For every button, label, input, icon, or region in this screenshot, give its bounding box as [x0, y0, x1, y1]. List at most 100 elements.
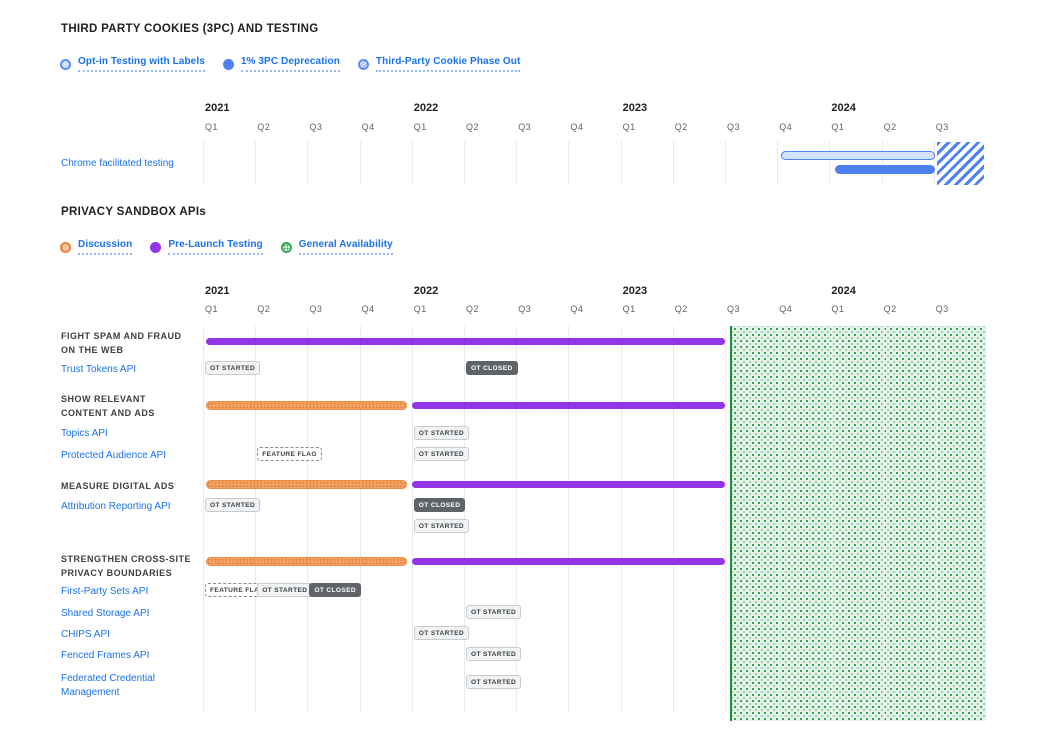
api-link-shared-storage-api[interactable]: Shared Storage API — [61, 608, 150, 619]
gridline — [672, 326, 674, 713]
group-title-line: SHOW RELEVANT — [61, 394, 146, 404]
bar-discussion — [205, 480, 408, 489]
quarter-label: Q3 — [935, 122, 949, 132]
group-title-fight-spam-and-fraud-on-the-web: FIGHT SPAM AND FRAUD ON THE WEB — [61, 330, 182, 357]
api-link-chips-api[interactable]: CHIPS API — [61, 629, 110, 640]
badge-ot-started: OT STARTED — [466, 647, 522, 661]
apis-legend-item-pre-launch-testing[interactable]: Pre-Launch Testing — [150, 239, 263, 255]
gridline — [464, 141, 465, 185]
group-title-strengthen-cross-site-privacy-boundaries: STRENGTHEN CROSS-SITE PRIVACY BOUNDARIES — [61, 553, 191, 580]
apis-legend-item-general-availability[interactable]: General Availability — [280, 239, 393, 255]
badge-ot-closed: OT CLOSED — [309, 583, 362, 597]
badge-ot-started: OT STARTED — [413, 519, 469, 533]
ga-legend-icon — [280, 241, 292, 253]
group-title-line: PRIVACY BOUNDARIES — [61, 567, 173, 578]
gridline — [359, 141, 361, 185]
api-link-federated-credential-management[interactable]: Federated Credential Management — [61, 673, 155, 698]
gridline — [516, 141, 518, 185]
gridline — [620, 141, 622, 185]
legend-label: Discussion — [78, 239, 133, 255]
year-label-2023: 2023 — [622, 102, 648, 114]
gridline — [568, 326, 570, 713]
group-title-show-relevant-content-and-ads: SHOW RELEVANT CONTENT AND ADS — [61, 393, 155, 420]
bar-pre_launch — [411, 481, 725, 488]
year-label-2023: 2023 — [622, 285, 648, 297]
legend-3pc: Opt-in Testing with Labels 1% 3PC Depreca… — [60, 56, 521, 72]
ga-region — [729, 326, 986, 721]
badge-ot-started: OT STARTED — [205, 361, 261, 375]
quarter-label: Q1 — [831, 122, 845, 132]
gridline — [411, 141, 413, 185]
legend-label: Opt-in Testing with Labels — [78, 56, 205, 72]
pre_launch-legend-icon — [150, 241, 162, 253]
year-label-2021: 2021 — [205, 102, 230, 114]
legend-apis: Discussion Pre-Launch Testing General Avai… — [60, 239, 393, 255]
gridline — [725, 326, 726, 713]
gridline — [725, 141, 726, 185]
quarter-label: Q3 — [727, 122, 741, 132]
badge-ot-started: OT STARTED — [466, 675, 522, 689]
badge-ot-started: OT STARTED — [257, 583, 313, 597]
quarter-label: Q2 — [674, 304, 688, 314]
year-label-2024: 2024 — [831, 102, 856, 114]
api-link-first-party-sets-api[interactable]: First-Party Sets API — [61, 586, 149, 597]
gridline — [568, 141, 570, 185]
legend-label: General Availability — [298, 239, 393, 255]
row-label-chrome-facilitated-testing[interactable]: Chrome facilitated testing — [61, 158, 174, 169]
group-title-line: STRENGTHEN CROSS-SITE — [61, 554, 192, 564]
gridline — [255, 326, 257, 713]
group-title-line: ON THE WEB — [61, 344, 124, 355]
quarter-label: Q3 — [518, 122, 532, 132]
badge-ot-started: OT STARTED — [466, 605, 522, 619]
quarter-label: Q3 — [518, 304, 532, 314]
badge-ot-started: OT STARTED — [413, 626, 469, 640]
year-label-2024: 2024 — [831, 285, 856, 297]
api-link-protected-audience-api[interactable]: Protected Audience API — [61, 450, 167, 461]
quarter-label: Q4 — [779, 122, 793, 132]
api-link-topics-api[interactable]: Topics API — [61, 428, 108, 439]
api-link-attribution-reporting-api[interactable]: Attribution Reporting API — [61, 501, 171, 512]
3pc-legend-item-1-3pc-deprecation[interactable]: 1% 3PC Deprecation — [222, 56, 340, 72]
quarter-label: Q1 — [205, 304, 219, 314]
badge-feature-flag: FEATURE FLAG — [205, 583, 270, 597]
badge-ot-started: OT STARTED — [413, 447, 469, 461]
bar-pre_launch — [411, 558, 725, 565]
gridline — [779, 326, 781, 721]
3pc-legend-item-third-party-cookie-phase-out[interactable]: Third-Party Cookie Phase Out — [357, 56, 521, 72]
api-link-trust-tokens-api[interactable]: Trust Tokens API — [61, 364, 137, 375]
quarter-label: Q4 — [570, 122, 584, 132]
apis-legend-item-discussion[interactable]: Discussion — [60, 239, 133, 255]
3pc-legend-item-opt-in-testing-with-labels[interactable]: Opt-in Testing with Labels — [60, 56, 205, 72]
quarter-label: Q2 — [257, 304, 271, 314]
bar-opt_in — [780, 151, 935, 160]
quarter-label: Q2 — [466, 304, 480, 314]
gridline — [881, 141, 883, 185]
quarter-label: Q3 — [309, 304, 323, 314]
gridline — [831, 326, 833, 721]
legend-label: Third-Party Cookie Phase Out — [375, 56, 521, 72]
quarter-label: Q1 — [622, 122, 636, 132]
gridline — [777, 141, 779, 185]
gridline — [620, 326, 622, 713]
quarter-label: Q4 — [779, 304, 793, 314]
opt_in-legend-icon — [60, 58, 71, 70]
bar-discussion — [205, 401, 408, 410]
quarter-label: Q1 — [205, 122, 219, 132]
gridline — [203, 141, 204, 185]
api-link-fenced-frames-api[interactable]: Fenced Frames API — [61, 650, 150, 661]
group-title-line: CONTENT AND ADS — [61, 407, 155, 418]
badge-feature-flag: FEATURE FLAG — [257, 447, 322, 461]
bar-pre_launch — [205, 338, 725, 345]
gridline — [933, 141, 935, 185]
quarter-label: Q1 — [622, 304, 636, 314]
quarter-label: Q2 — [883, 304, 897, 314]
quarter-label: Q4 — [361, 122, 375, 132]
gridline — [516, 326, 518, 713]
quarter-label: Q3 — [727, 304, 741, 314]
gridline — [307, 141, 309, 185]
phase_out-legend-icon — [357, 58, 369, 70]
deprecation-legend-icon — [222, 58, 234, 70]
gridline — [672, 141, 674, 185]
badge-ot-closed: OT CLOSED — [466, 361, 518, 375]
